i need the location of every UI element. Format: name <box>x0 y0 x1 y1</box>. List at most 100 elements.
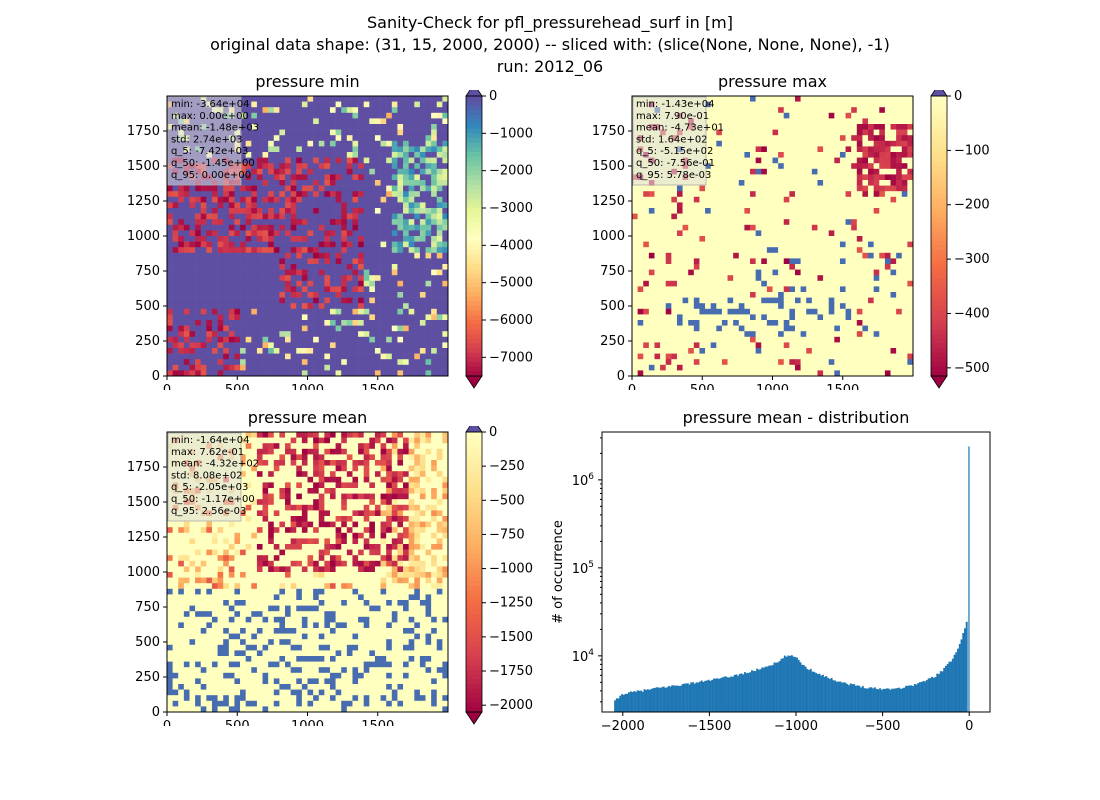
heatmap-cell <box>374 241 381 248</box>
heatmap-cell <box>783 202 790 209</box>
colorbar-segment <box>466 306 482 312</box>
heatmap-cell <box>648 353 655 360</box>
heatmap-cell <box>750 174 756 181</box>
heatmap-cell <box>296 353 303 360</box>
heatmap-cell <box>772 292 779 298</box>
heatmap-cell <box>273 112 280 119</box>
heatmap-cell <box>262 236 269 242</box>
heatmap-cell <box>789 348 796 354</box>
heatmap-cell <box>811 230 818 237</box>
heatmap-cell <box>811 202 818 209</box>
heatmap-cell <box>397 264 404 270</box>
heatmap-cell <box>738 96 745 102</box>
heatmap-cell <box>329 202 336 209</box>
heatmap-cell <box>733 308 740 315</box>
heatmap-cell <box>632 230 638 237</box>
heatmap-cell <box>817 292 824 298</box>
heatmap-cell <box>324 180 331 186</box>
heatmap-cell <box>862 101 869 108</box>
heatmap-cell <box>845 219 852 226</box>
heatmap-cell <box>699 353 706 360</box>
heatmap-cell <box>285 202 291 209</box>
heatmap-cell <box>313 191 320 198</box>
heatmap-cell <box>335 163 342 170</box>
heatmap-cell <box>318 202 325 209</box>
heatmap-cell <box>273 353 280 360</box>
heatmap-cell <box>442 364 449 371</box>
heatmap-cell <box>346 353 353 360</box>
heatmap-cell <box>884 112 891 119</box>
heatmap-cell <box>183 241 190 248</box>
heatmap-cell <box>778 135 785 142</box>
heatmap-cell <box>195 359 202 366</box>
heatmap-cell <box>223 224 230 231</box>
heatmap-cell <box>778 146 785 153</box>
heatmap-cell <box>251 96 258 102</box>
heatmap-cell <box>907 280 914 287</box>
heatmap-cell <box>901 174 908 181</box>
heatmap-cell <box>397 163 404 170</box>
heatmap-cell <box>716 247 723 254</box>
heatmap-cell <box>845 353 852 360</box>
heatmap-cell <box>643 191 650 198</box>
heatmap-cell <box>778 342 785 349</box>
heatmap-cell <box>688 247 695 254</box>
heatmap-cell <box>374 185 381 192</box>
heatmap-cell <box>397 314 404 321</box>
heatmap-cell <box>845 241 852 248</box>
heatmap-cell <box>654 213 661 220</box>
heatmap-cell <box>806 219 813 226</box>
heatmap-cell <box>727 140 734 147</box>
heatmap-cell <box>890 96 897 102</box>
colorbar-segment <box>466 343 482 349</box>
heatmap-cell <box>380 236 387 242</box>
heatmap-cell <box>414 342 421 349</box>
heatmap-cell <box>761 269 768 276</box>
heatmap-cell <box>721 230 728 237</box>
heatmap-cell <box>223 247 230 254</box>
heatmap-cell <box>862 163 869 170</box>
heatmap-cell <box>234 370 241 377</box>
heatmap-cell <box>716 219 723 226</box>
heatmap-cell <box>676 342 683 349</box>
heatmap-cell <box>710 230 717 237</box>
heatmap-cell <box>273 236 280 242</box>
heatmap-cell <box>256 112 263 119</box>
heatmap-cell <box>727 101 734 108</box>
heatmap-cell <box>648 320 655 326</box>
heatmap-cell <box>436 280 443 287</box>
heatmap-cell <box>873 180 880 186</box>
heatmap-cell <box>352 163 359 170</box>
heatmap-cell <box>369 286 376 293</box>
heatmap-cell <box>699 269 706 276</box>
heatmap-cell <box>699 336 706 343</box>
heatmap-cell <box>794 297 801 304</box>
heatmap-cell <box>431 359 438 366</box>
heatmap-cell <box>228 224 235 231</box>
heatmap-cell <box>828 264 835 270</box>
heatmap-cell <box>374 146 381 153</box>
heatmap-cell <box>660 325 667 332</box>
heatmap-cell <box>419 163 426 170</box>
heatmap-cell <box>705 325 711 332</box>
heatmap-cell <box>397 219 404 226</box>
heatmap-cell <box>172 224 179 231</box>
heatmap-cell <box>873 118 880 125</box>
heatmap-cell <box>397 185 404 192</box>
heatmap-cell <box>873 157 880 164</box>
heatmap-cell <box>789 325 796 332</box>
heatmap-cell <box>710 264 717 270</box>
heatmap-cell <box>245 118 252 125</box>
heatmap-cell <box>721 269 728 276</box>
heatmap-cell <box>823 202 829 209</box>
heatmap-cell <box>403 241 409 248</box>
heatmap-cell <box>346 163 353 170</box>
heatmap-cell <box>890 286 897 293</box>
heatmap-cell <box>688 230 695 237</box>
heatmap-cell <box>845 258 852 265</box>
heatmap-cell <box>817 224 824 231</box>
heatmap-cell <box>369 314 376 321</box>
heatmap-cell <box>346 191 353 198</box>
heatmap-cell <box>868 107 874 114</box>
heatmap-cell <box>374 252 381 259</box>
